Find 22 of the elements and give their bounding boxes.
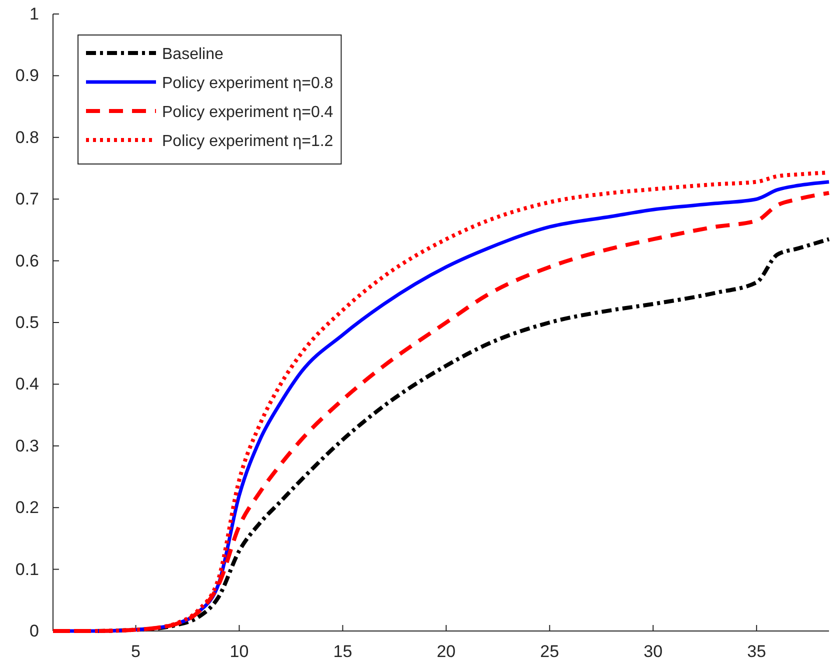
y-tick-label: 0.9 bbox=[15, 66, 39, 86]
legend-label: Policy experiment η=0.4 bbox=[162, 104, 334, 121]
x-tick-label: 20 bbox=[436, 642, 456, 662]
y-tick-label: 0.5 bbox=[15, 312, 39, 332]
x-tick-label: 35 bbox=[747, 642, 766, 662]
y-tick-label: 0.2 bbox=[15, 498, 39, 518]
y-tick-label: 0.7 bbox=[15, 190, 39, 209]
y-tick-label: 0.6 bbox=[15, 251, 39, 270]
y-tick-label: 0.3 bbox=[15, 436, 39, 456]
x-tick-label: 30 bbox=[644, 642, 663, 662]
y-tick-label: 1 bbox=[30, 4, 39, 24]
y-tick-label: 0.4 bbox=[15, 374, 39, 394]
y-tick-label: 0.1 bbox=[15, 560, 39, 579]
y-tick-label: 0.8 bbox=[15, 128, 39, 147]
x-tick-label: 5 bbox=[131, 642, 141, 662]
x-tick-label: 10 bbox=[230, 642, 249, 662]
y-tick-label: 0 bbox=[30, 621, 39, 640]
x-tick-label: 25 bbox=[540, 642, 560, 662]
legend-label: Policy experiment η=1.2 bbox=[162, 133, 334, 150]
legend-label: Policy experiment η=0.8 bbox=[162, 75, 334, 92]
x-tick-label: 15 bbox=[333, 642, 352, 662]
legend-label: Baseline bbox=[162, 46, 224, 63]
